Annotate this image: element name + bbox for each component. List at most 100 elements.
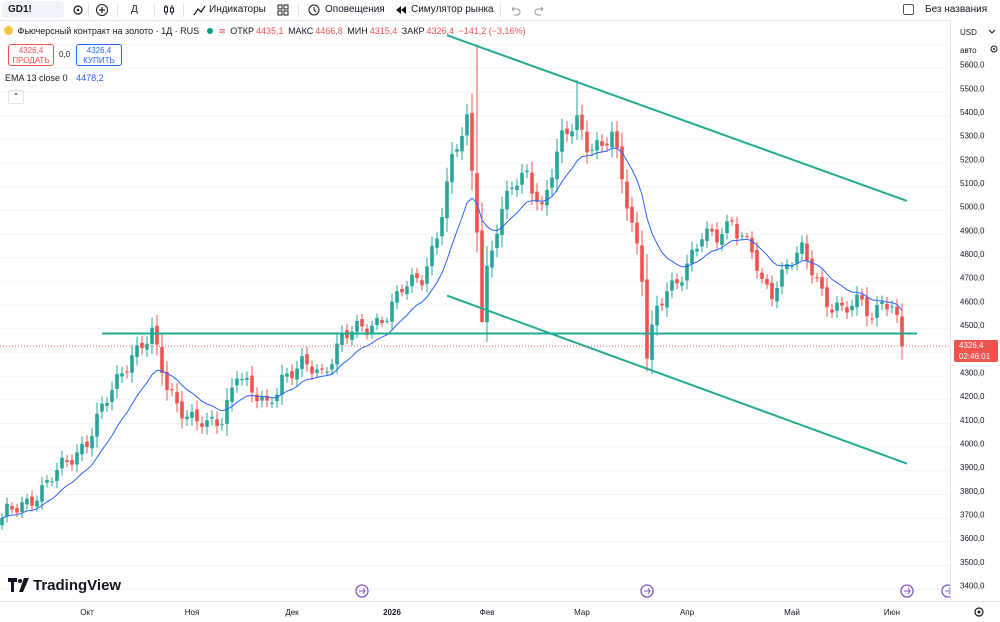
candle-body xyxy=(35,500,39,507)
candle-body xyxy=(360,319,364,327)
redo-icon[interactable] xyxy=(533,3,547,17)
price-tick-label: 4800,0 xyxy=(960,250,985,259)
indicators-button[interactable]: Индикаторы xyxy=(209,4,266,15)
add-symbol-icon[interactable] xyxy=(95,3,109,17)
candle-body xyxy=(835,302,839,311)
gear-icon[interactable] xyxy=(989,43,999,55)
tradingview-logo-icon xyxy=(8,578,29,592)
time-tick-label: 2026 xyxy=(383,608,401,617)
scale-mode[interactable]: авто xyxy=(960,46,977,55)
candle-body xyxy=(405,286,409,295)
countdown-timer: 02:46:01 xyxy=(959,352,991,362)
candle-body xyxy=(70,460,74,465)
price-tick-label: 5300,0 xyxy=(960,132,985,141)
candle-body xyxy=(395,291,399,303)
candle-body xyxy=(860,295,864,300)
ema-legend[interactable]: EMA 13 close 0 4478,2 xyxy=(5,73,104,83)
candle-body xyxy=(195,409,199,422)
candle-body xyxy=(420,280,424,286)
replay-button[interactable]: Симулятор рынка xyxy=(411,4,494,15)
candle-body xyxy=(355,320,359,332)
candle-body xyxy=(805,243,809,261)
candle-body xyxy=(750,237,754,253)
sell-button[interactable]: 4326,4 ПРОДАТЬ xyxy=(8,44,54,66)
candle-body xyxy=(310,366,314,374)
candle-body xyxy=(115,374,119,389)
collapse-legend-button[interactable]: ⌃ xyxy=(8,90,24,104)
candle-body xyxy=(315,369,319,373)
candle-body xyxy=(90,436,94,449)
divider xyxy=(298,3,299,17)
candle-body xyxy=(130,355,134,373)
alerts-button[interactable]: Оповещения xyxy=(325,4,385,15)
candle-body xyxy=(865,297,869,317)
candle-body xyxy=(75,452,79,465)
candle-body xyxy=(780,269,784,287)
symbol-search[interactable]: GD1! xyxy=(2,1,64,18)
candle-body xyxy=(0,518,4,526)
chevron-up-icon: ⌃ xyxy=(12,92,20,101)
candle-body xyxy=(215,419,219,427)
price-tick-label: 4000,0 xyxy=(960,439,985,448)
candle-body xyxy=(285,373,289,377)
candle-body xyxy=(800,242,804,254)
buy-button[interactable]: 4326,4 КУПИТЬ xyxy=(76,44,122,66)
candle-body xyxy=(885,304,889,310)
price-tick-label: 3400,0 xyxy=(960,581,985,590)
candle-body xyxy=(25,498,29,505)
candle-body xyxy=(425,266,429,284)
candle-body xyxy=(720,234,724,245)
compare-icon[interactable] xyxy=(71,3,85,17)
lower-channel-line[interactable] xyxy=(446,294,908,465)
market-status-icon xyxy=(206,28,213,34)
candle-body xyxy=(255,394,259,402)
candle-body xyxy=(210,416,214,419)
candle-body xyxy=(670,280,674,291)
tradingview-logo[interactable]: TradingView xyxy=(8,575,121,595)
settings-icon[interactable] xyxy=(972,605,986,619)
candle-body xyxy=(80,443,84,455)
close-label: ЗАКР xyxy=(401,26,425,36)
candle-body xyxy=(390,301,394,322)
top-toolbar: GD1! Д Индикаторы Оповещения Симулятор р… xyxy=(0,0,1000,21)
candle-body xyxy=(45,479,49,483)
candle-body xyxy=(520,172,524,185)
chart-type-icon[interactable] xyxy=(162,3,176,17)
candle-body xyxy=(235,378,239,386)
candle-body xyxy=(755,249,759,271)
candle-body xyxy=(240,378,244,380)
candle-body xyxy=(155,325,159,345)
layout-name[interactable]: Без названия xyxy=(925,4,988,15)
candle-body xyxy=(615,131,619,149)
price-tick-label: 3900,0 xyxy=(960,463,985,472)
candle-body xyxy=(95,413,99,437)
templates-icon[interactable] xyxy=(276,3,290,17)
price-chart[interactable] xyxy=(0,21,950,601)
undo-icon[interactable] xyxy=(508,3,522,17)
time-axis[interactable]: Окт Ноя Дек 2026 Фев Мар Апр Май Июн xyxy=(0,601,1000,622)
candle-body xyxy=(845,307,849,313)
price-tick-label: 4700,0 xyxy=(960,274,985,283)
close-value: 4326,4 xyxy=(426,26,454,36)
interval-button[interactable]: Д xyxy=(131,4,138,15)
change-value: −141,2 (−3,16%) xyxy=(458,26,526,36)
candle-body xyxy=(695,248,699,252)
candle-body xyxy=(735,223,739,239)
candle-body xyxy=(470,113,474,171)
layout-checkbox[interactable] xyxy=(903,4,914,15)
chevron-down-icon[interactable] xyxy=(988,29,996,35)
currency-label[interactable]: USD xyxy=(960,28,977,37)
open-label: ОТКР xyxy=(230,26,255,36)
upper-channel-line[interactable] xyxy=(446,34,908,202)
price-axis[interactable]: 3300,03400,03500,03600,03700,03800,03900… xyxy=(950,20,1000,602)
candle-body xyxy=(555,151,559,180)
candle-body xyxy=(50,481,54,483)
time-tick-label: Май xyxy=(784,608,800,617)
event-markers[interactable] xyxy=(355,584,950,598)
trendlines[interactable] xyxy=(102,34,917,465)
candle-body xyxy=(775,288,779,302)
price-tick-label: 4900,0 xyxy=(960,226,985,235)
legend-title[interactable]: Фьючерсный контракт на золото · 1Д · RUS xyxy=(17,26,200,36)
data-window-icon: ≋ xyxy=(218,26,226,36)
rewind-icon xyxy=(396,6,406,14)
